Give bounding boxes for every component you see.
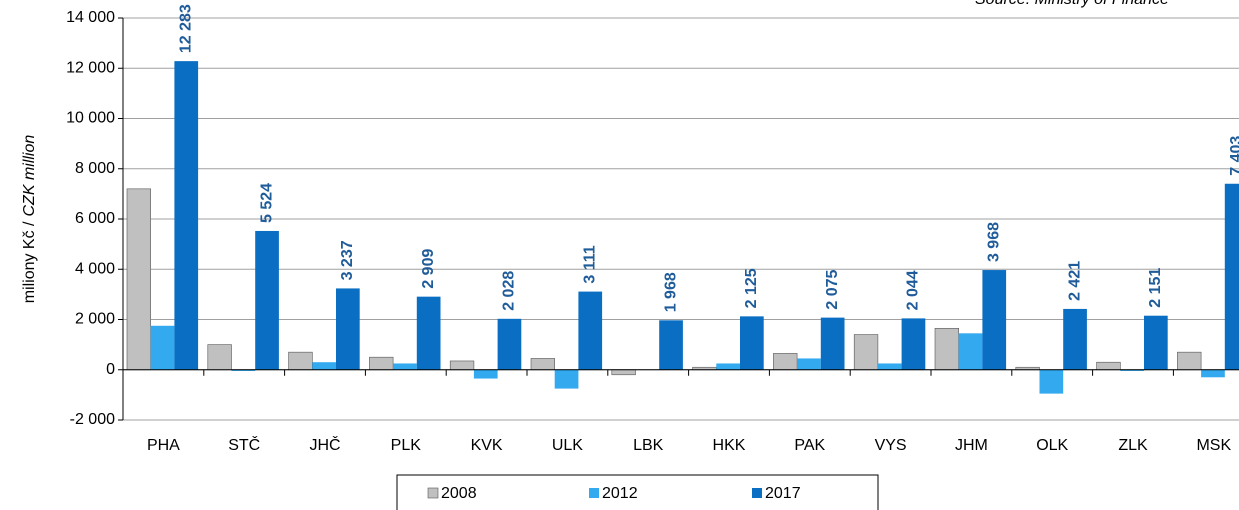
bar	[1096, 361, 1121, 371]
legend-swatch	[427, 487, 439, 499]
y-tick-label: 12 000	[66, 59, 115, 76]
value-label: 2 028	[501, 271, 518, 311]
bar	[255, 230, 279, 370]
legend-box	[396, 474, 879, 510]
bar	[820, 317, 845, 370]
bar	[1201, 369, 1225, 378]
x-tick-label: PAK	[794, 437, 825, 454]
bar	[126, 188, 152, 371]
bar	[416, 296, 441, 370]
y-tick-label: 10 000	[66, 110, 115, 127]
bar	[174, 61, 199, 370]
bar	[797, 358, 821, 370]
bar	[659, 320, 683, 370]
value-label: 2 044	[905, 270, 922, 310]
legend-label: 2012	[602, 485, 638, 502]
bar	[877, 363, 902, 370]
bar	[773, 353, 798, 371]
bar	[1039, 369, 1064, 394]
x-tick-label: OLK	[1036, 437, 1068, 454]
value-label: 3 111	[581, 245, 598, 283]
bar	[958, 333, 983, 370]
y-tick-label: 0	[106, 361, 115, 378]
x-tick-label: ULK	[552, 437, 583, 454]
bar	[1177, 351, 1202, 371]
value-label: 3 237	[339, 240, 356, 280]
x-tick-label: KVK	[471, 437, 503, 454]
x-tick-label: PHA	[147, 437, 180, 454]
bar	[449, 360, 475, 371]
value-label: 3 968	[985, 222, 1002, 262]
bar	[554, 369, 579, 389]
bar	[611, 369, 636, 376]
value-label: 2 909	[420, 249, 437, 289]
x-tick-label: HKK	[713, 437, 746, 454]
y-tick-label: 14 000	[66, 9, 115, 26]
bar	[578, 291, 603, 370]
x-tick-label: LBK	[633, 437, 664, 454]
bar	[497, 318, 522, 370]
y-tick-label: -2 000	[70, 411, 115, 428]
bar	[716, 363, 740, 370]
x-tick-label: PLK	[391, 437, 422, 454]
bar	[336, 288, 360, 370]
y-tick-label: 4 000	[75, 260, 115, 277]
bar	[288, 351, 313, 371]
bar	[982, 270, 1007, 370]
bar	[369, 356, 394, 371]
bar	[473, 369, 498, 379]
y-label-cz: miliony Kč /	[21, 221, 38, 303]
legend-swatch	[589, 488, 599, 498]
bar	[530, 358, 556, 371]
bar	[393, 363, 417, 370]
bar	[1144, 315, 1168, 370]
bar	[231, 369, 256, 372]
y-tick-label: 2 000	[75, 311, 115, 328]
y-tick-label: 8 000	[75, 160, 115, 177]
value-label: 2 125	[743, 268, 760, 308]
value-label: 2 151	[1147, 268, 1164, 308]
x-tick-label: VYS	[875, 437, 907, 454]
bar	[934, 327, 960, 371]
bar	[150, 325, 175, 370]
bar	[901, 318, 926, 370]
source: Source: Ministry of Finance	[975, 0, 1169, 8]
value-label: 5 524	[258, 183, 275, 223]
y-tick-label: 6 000	[75, 210, 115, 227]
value-label: 7 403	[1228, 136, 1239, 176]
value-label: 2 075	[824, 269, 841, 309]
bar	[312, 362, 336, 370]
x-tick-label: ZLK	[1118, 437, 1148, 454]
bar	[740, 316, 764, 370]
bar	[853, 334, 879, 371]
bar	[207, 344, 232, 371]
legend-label: 2017	[765, 485, 801, 502]
bar	[1063, 308, 1087, 370]
legend-swatch	[752, 488, 762, 498]
bar	[1120, 369, 1144, 372]
x-tick-label: MSK	[1196, 437, 1231, 454]
x-tick-label: JHM	[955, 437, 988, 454]
x-tick-label: JHČ	[309, 435, 340, 454]
value-label: 1 968	[662, 272, 679, 312]
value-label: 2 421	[1066, 261, 1083, 301]
y-axis-label: miliony Kč / CZK million	[21, 135, 38, 304]
y-label-en: CZK million	[21, 135, 38, 217]
bar	[1224, 183, 1239, 370]
x-tick-label: STČ	[228, 435, 260, 454]
value-label: 12 283	[177, 4, 194, 53]
legend-label: 2008	[441, 485, 477, 502]
